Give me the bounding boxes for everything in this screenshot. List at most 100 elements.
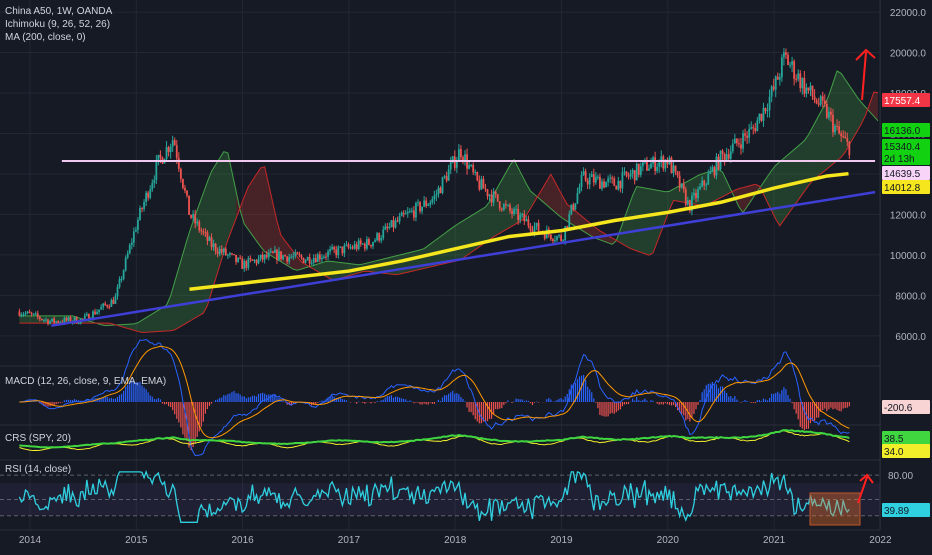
candle-body xyxy=(159,154,162,158)
candle-body xyxy=(349,247,352,249)
cloud-segment xyxy=(158,307,163,332)
candle-body xyxy=(145,192,148,203)
candle-body xyxy=(137,219,139,230)
candle-body xyxy=(118,279,121,288)
candle-body xyxy=(801,78,804,89)
candle-body xyxy=(658,161,661,167)
cloud-segment xyxy=(231,171,237,230)
candle-body xyxy=(167,147,170,153)
candle-body xyxy=(417,202,419,204)
cloud-segment xyxy=(800,140,805,198)
candle-body xyxy=(184,187,186,191)
candle-body xyxy=(821,96,824,101)
macd-value-tag: -200.6 xyxy=(884,403,913,414)
cloud-segment xyxy=(23,315,28,324)
candle-body xyxy=(269,251,272,253)
candle-body xyxy=(464,154,466,162)
candle-body xyxy=(496,194,499,202)
cloud-segment xyxy=(248,180,253,236)
candle-body xyxy=(719,150,722,170)
candle-body xyxy=(511,210,513,214)
candle-body xyxy=(799,73,802,89)
candle-body xyxy=(419,202,421,212)
cloud-segment xyxy=(174,267,179,330)
cloud-segment xyxy=(268,184,273,257)
candle-body xyxy=(492,191,495,203)
macd-legend[interactable]: MACD (12, 26, close, 9, EMA, EMA) xyxy=(5,376,167,387)
candle-body xyxy=(357,240,360,250)
candle-body xyxy=(838,126,841,134)
cloud-segment xyxy=(56,315,61,324)
candle-body xyxy=(460,149,462,158)
candle-body xyxy=(94,311,96,315)
cloud-segment xyxy=(281,235,286,265)
candle-body xyxy=(92,311,94,319)
candle-body xyxy=(603,181,605,188)
candle-body xyxy=(239,257,242,259)
candle-body xyxy=(53,318,56,323)
cloud-segment xyxy=(211,164,216,293)
candle-body xyxy=(331,246,334,250)
cloud-segment xyxy=(518,167,523,223)
candle-body xyxy=(552,239,554,242)
candle-body xyxy=(842,136,845,138)
candle-body xyxy=(756,120,759,132)
candle-body xyxy=(517,208,520,221)
candle-body xyxy=(572,204,575,210)
crs-legend[interactable]: CRS (SPY, 20) xyxy=(5,433,71,444)
candle-body xyxy=(462,157,464,162)
candle-body xyxy=(490,194,493,203)
candle-body xyxy=(566,226,569,228)
cloud-segment xyxy=(514,159,519,225)
candle-body xyxy=(259,254,262,259)
candle-body xyxy=(222,248,225,253)
candle-body xyxy=(28,311,31,314)
candle-body xyxy=(34,313,37,315)
ichimoku-legend[interactable]: Ichimoku (9, 26, 52, 26) xyxy=(5,19,111,30)
candle-body xyxy=(314,258,317,263)
cloud-segment xyxy=(477,209,482,249)
resistance-price-tag-bg xyxy=(882,166,930,180)
candle-body xyxy=(300,255,303,258)
candle-body xyxy=(196,221,199,224)
candle-body xyxy=(709,171,712,174)
cloud-segment xyxy=(669,189,674,210)
candle-body xyxy=(627,175,630,177)
cloud-segment xyxy=(391,256,396,275)
candle-body xyxy=(245,261,248,268)
candle-body xyxy=(316,254,319,263)
candle-body xyxy=(363,243,366,249)
candle-body xyxy=(830,111,832,115)
candle-body xyxy=(143,202,145,209)
cloud-segment xyxy=(191,215,196,321)
cloud-segment xyxy=(538,188,543,202)
cloud-segment xyxy=(452,224,457,262)
candle-body xyxy=(251,259,254,261)
candle-body xyxy=(476,172,479,181)
candle-body xyxy=(263,254,266,260)
candle-body xyxy=(55,321,58,323)
cloud-segment xyxy=(571,207,576,227)
ma-legend[interactable]: MA (200, close, 0) xyxy=(5,32,86,43)
candle-body xyxy=(453,156,456,168)
cloud-segment xyxy=(227,152,232,240)
cloud-segment xyxy=(591,224,596,239)
x-tick-label: 2022 xyxy=(869,535,892,546)
cloud-segment xyxy=(644,188,649,256)
cloud-segment xyxy=(276,221,282,262)
y-tick-label: 10000.0 xyxy=(890,251,927,262)
cloud-segment xyxy=(853,91,858,138)
cloud-segment xyxy=(636,186,641,253)
candle-body xyxy=(793,61,796,79)
symbol-title[interactable]: China A50, 1W, OANDA xyxy=(5,6,113,17)
candle-body xyxy=(214,243,217,252)
candle-body xyxy=(725,154,728,161)
candle-body xyxy=(43,319,45,321)
candle-body xyxy=(746,135,749,138)
price-tags: 17557.4 16136.0 15340.42d 13h 14639.5 14012.… xyxy=(882,93,930,517)
candle-body xyxy=(504,204,507,206)
candle-body xyxy=(73,317,76,322)
candle-body xyxy=(347,244,350,248)
rsi-legend[interactable]: RSI (14, close) xyxy=(5,464,72,475)
